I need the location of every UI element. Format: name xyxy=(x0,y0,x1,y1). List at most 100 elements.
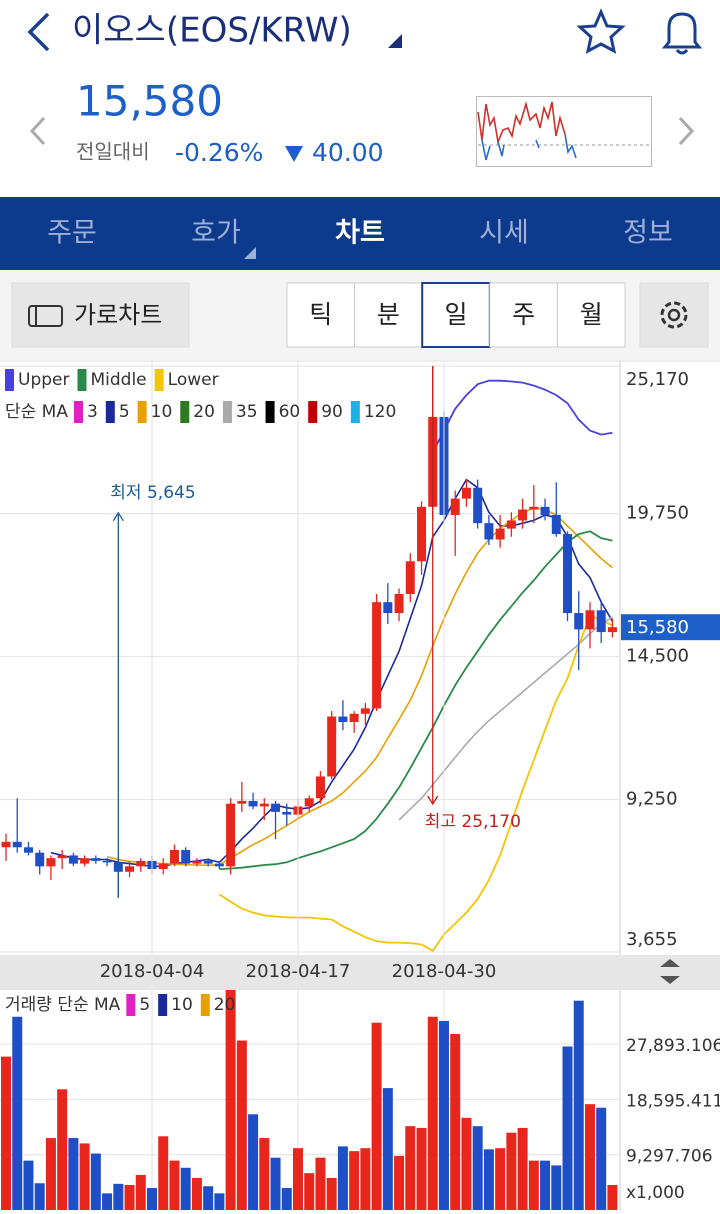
legend-swatch xyxy=(308,401,318,423)
legend-label: 10 xyxy=(151,402,173,422)
title-dropdown[interactable] xyxy=(388,34,402,48)
tab[interactable]: 주문 xyxy=(47,218,97,249)
candle-body xyxy=(607,627,617,633)
sparkline-up xyxy=(477,100,566,145)
volume-bar xyxy=(540,1160,551,1210)
volume-bar xyxy=(438,1020,449,1210)
candle-body xyxy=(304,798,314,807)
legend-label: 10 xyxy=(171,995,193,1015)
candle-body xyxy=(349,713,359,722)
period-button[interactable] xyxy=(421,282,491,348)
tab[interactable]: 호가 xyxy=(191,218,241,249)
candle-body xyxy=(1,841,11,848)
volume-bar xyxy=(360,1148,371,1210)
volume-bar xyxy=(113,1183,124,1210)
candle-body xyxy=(484,523,494,540)
candle-body xyxy=(91,858,101,861)
volume-bar xyxy=(225,990,236,1210)
y-tick-label: 25,170 xyxy=(626,369,689,390)
ma-line xyxy=(106,507,613,867)
legend-swatch xyxy=(5,369,14,391)
candle-body xyxy=(102,860,112,863)
volume-bar xyxy=(23,1160,34,1210)
volume-bar xyxy=(315,1157,326,1210)
period-label: 월 xyxy=(580,300,603,329)
volume-bar xyxy=(607,1185,618,1210)
candle-body xyxy=(315,776,325,799)
landscape-button[interactable] xyxy=(11,282,190,348)
resize-handle[interactable] xyxy=(660,959,680,984)
settings-icon xyxy=(667,308,681,322)
tab[interactable]: 차트 xyxy=(335,218,385,249)
legend-swatch xyxy=(73,401,83,423)
volume-bar xyxy=(34,1183,45,1210)
volume-bar xyxy=(427,1016,438,1210)
tab[interactable]: 시세 xyxy=(479,218,529,249)
alert-button[interactable] xyxy=(661,12,703,55)
volume-bar xyxy=(203,1186,214,1210)
volume-bar xyxy=(562,1046,573,1210)
candle-body xyxy=(259,803,269,807)
candle-body xyxy=(181,849,191,864)
legend-label: 20 xyxy=(214,995,236,1015)
tab[interactable]: 정보 xyxy=(623,218,673,249)
y-tick-label: 14,500 xyxy=(626,646,689,667)
candle-body xyxy=(158,863,168,870)
legend-label: Middle xyxy=(90,370,146,390)
volume-bar xyxy=(68,1138,79,1210)
candle-body xyxy=(46,858,56,867)
legend-swatch xyxy=(105,401,115,423)
volume-plot xyxy=(0,990,620,1210)
candle-body xyxy=(461,487,471,499)
legend-label: Lower xyxy=(168,370,219,390)
y-tick-label: 18,595.411 xyxy=(626,1091,720,1111)
y-tick-label: 3,655 xyxy=(626,929,678,950)
x-tick-label: 2018-04-30 xyxy=(392,961,497,982)
legend-swatch xyxy=(265,401,275,423)
legend-label: Upper xyxy=(18,370,69,390)
candle-body xyxy=(57,855,67,859)
candle-body xyxy=(372,602,382,709)
volume-bar xyxy=(394,1155,405,1210)
legend-swatch xyxy=(350,401,360,423)
volume-bar xyxy=(495,1148,506,1210)
candle-body xyxy=(214,863,224,867)
period-button[interactable] xyxy=(556,282,626,348)
volume-bar xyxy=(405,1126,416,1210)
volume-bar xyxy=(382,1088,393,1210)
period-button[interactable] xyxy=(489,282,558,348)
candle-body xyxy=(563,534,573,614)
next-button[interactable] xyxy=(678,116,695,146)
volume-bar xyxy=(371,1022,382,1210)
candle-body xyxy=(450,498,460,515)
legend-swatch xyxy=(154,369,164,391)
band-line xyxy=(219,530,613,870)
favorite-button[interactable] xyxy=(576,8,626,54)
volume-bar xyxy=(12,1016,23,1210)
volume-bar xyxy=(102,1193,113,1210)
change-label: 전일대비 xyxy=(76,140,150,164)
settings-button[interactable] xyxy=(639,282,709,348)
prev-button[interactable] xyxy=(29,116,46,146)
candle-body xyxy=(125,866,135,872)
candle-body xyxy=(226,803,236,867)
tab-dropdown xyxy=(244,247,256,259)
volume-bar xyxy=(292,1148,303,1210)
volume-bar xyxy=(349,1151,360,1210)
legend-label: 20 xyxy=(193,402,215,422)
x-tick-label: 2018-04-17 xyxy=(246,961,351,982)
back-button[interactable] xyxy=(27,12,50,52)
candle-body xyxy=(35,852,45,867)
y-tick-label: 19,750 xyxy=(626,503,689,524)
volume-bar xyxy=(551,1165,562,1210)
y-tick-label: 27,893.106 xyxy=(626,1036,720,1056)
legend-swatch xyxy=(158,994,168,1016)
annotation: 최고 25,170 xyxy=(425,812,521,832)
candle-body xyxy=(551,514,561,535)
candle-body xyxy=(203,860,213,864)
volume-bar xyxy=(124,1185,135,1210)
ma-line xyxy=(398,616,613,821)
band-line xyxy=(218,614,613,952)
title: 이오스(EOS/KRW) xyxy=(72,11,352,51)
price-plot xyxy=(0,365,620,953)
